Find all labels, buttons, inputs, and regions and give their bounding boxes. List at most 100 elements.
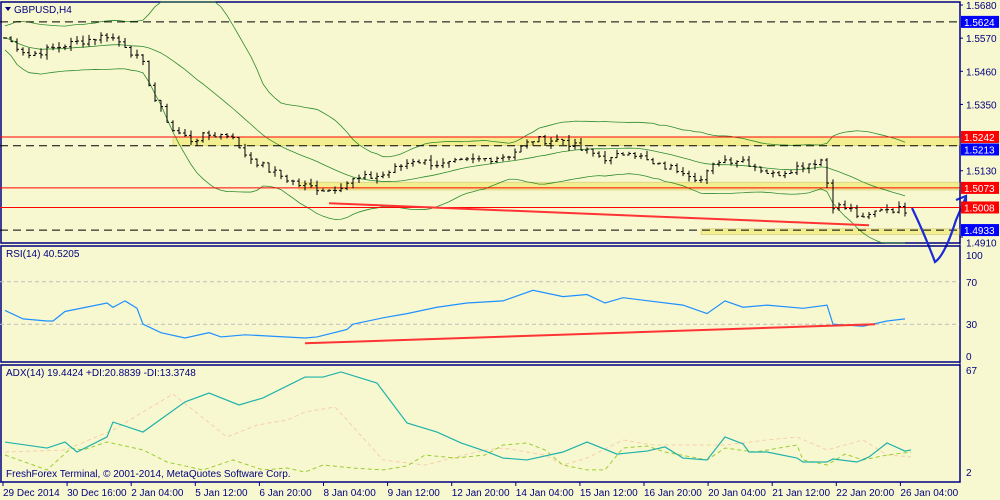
price-bar (675, 163, 679, 174)
price-tick-label: 1.5680 (966, 1, 997, 12)
rsi-pane-frame (0, 245, 961, 363)
price-level-tag-label: 1.5242 (964, 133, 995, 144)
time-tick-label: 29 Dec 2014 (3, 488, 60, 499)
price-level-tag-label: 1.5213 (964, 145, 995, 156)
support-resistance-zone (172, 136, 961, 146)
price-level-tag-label: 1.5008 (964, 203, 995, 214)
price-bar (357, 174, 361, 183)
copyright-text: FreshForex Terminal, © 2001-2014, MetaQu… (6, 469, 291, 480)
price-bar (489, 157, 493, 165)
price-bar (681, 167, 685, 177)
dropdown-triangle-icon[interactable] (5, 7, 11, 11)
price-bar (63, 44, 67, 51)
price-bar (501, 154, 505, 162)
price-bar (153, 82, 157, 103)
price-bar (777, 171, 781, 177)
price-bar (531, 141, 535, 146)
price-bar (471, 153, 475, 164)
price-bar (117, 35, 121, 47)
rsi-tick-label: 0 (966, 352, 972, 363)
price-bar (483, 157, 487, 162)
price-bar (99, 32, 103, 44)
rsi-tick-label: 30 (966, 320, 978, 331)
price-bar (51, 43, 55, 51)
price-bar (885, 204, 889, 214)
price-level-tag (961, 181, 999, 194)
price-bar (687, 170, 691, 182)
price-bar (771, 170, 775, 178)
price-bar (309, 178, 313, 188)
time-tick-label: 15 Jan 12:00 (580, 488, 638, 499)
price-bar (381, 171, 385, 179)
price-bar (21, 47, 25, 56)
price-level-tag (961, 224, 999, 237)
price-bar (3, 37, 7, 39)
price-bar (519, 145, 523, 153)
price-bar (507, 155, 511, 161)
price-bar (813, 159, 817, 170)
price-bar (891, 208, 895, 214)
price-bar (663, 161, 667, 170)
price-bar (837, 202, 841, 211)
price-bar (651, 157, 655, 165)
price-bar (819, 158, 823, 167)
price-bar (825, 157, 829, 189)
adx-pane-frame (0, 364, 961, 483)
price-bar (105, 33, 109, 42)
price-bar (567, 135, 571, 151)
price-tick-label: 1.5350 (966, 100, 997, 111)
price-bar (477, 155, 481, 162)
price-bar (465, 156, 469, 162)
price-tick-label: 1.4910 (966, 239, 997, 250)
price-bar (459, 157, 463, 161)
rsi-pane[interactable] (0, 245, 961, 363)
price-bar (561, 138, 565, 145)
main-price-pane[interactable] (0, 1, 968, 264)
price-bar (405, 159, 409, 170)
price-bar (495, 156, 499, 163)
time-tick-label: 9 Jan 12:00 (388, 488, 441, 499)
price-bar (183, 128, 187, 138)
price-bar (789, 169, 793, 174)
price-bar (417, 159, 421, 164)
price-bar (453, 157, 457, 163)
time-tick-label: 30 Dec 16:00 (67, 488, 127, 499)
price-bar (75, 36, 79, 45)
price-bar (255, 158, 259, 168)
price-bar (267, 162, 271, 173)
price-bar (423, 159, 427, 165)
bollinger-upper-band (4, 1, 906, 158)
price-bar (15, 38, 19, 52)
price-bar (705, 169, 709, 185)
rsi-tick-label: 70 (966, 278, 978, 289)
bollinger-lower-band (4, 49, 905, 244)
price-bar (249, 152, 253, 165)
price-bar (135, 49, 139, 59)
price-bar (219, 133, 223, 140)
price-bar (195, 138, 199, 147)
price-bar (411, 158, 415, 167)
price-bar (429, 155, 433, 170)
adx-pane[interactable] (0, 364, 961, 483)
price-bar (333, 186, 337, 194)
price-bar (213, 132, 217, 138)
time-tick-label: 20 Jan 04:00 (708, 488, 766, 499)
price-bar (327, 189, 331, 192)
price-bar (555, 134, 559, 142)
price-bar (171, 120, 175, 132)
price-bar (741, 156, 745, 163)
price-bar (585, 147, 589, 154)
time-tick-label: 22 Jan 20:00 (836, 488, 894, 499)
price-bar (297, 178, 301, 187)
price-bar (723, 155, 727, 164)
price-bar (645, 150, 649, 161)
price-bar (399, 164, 403, 171)
rsi-title: RSI(14) 40.5205 (6, 249, 80, 260)
symbol-header[interactable]: GBPUSD,H4 (5, 5, 72, 16)
price-bar (387, 170, 391, 178)
price-bar (747, 156, 751, 167)
price-bar (699, 175, 703, 183)
price-bar (261, 161, 265, 168)
price-bar (549, 137, 553, 149)
